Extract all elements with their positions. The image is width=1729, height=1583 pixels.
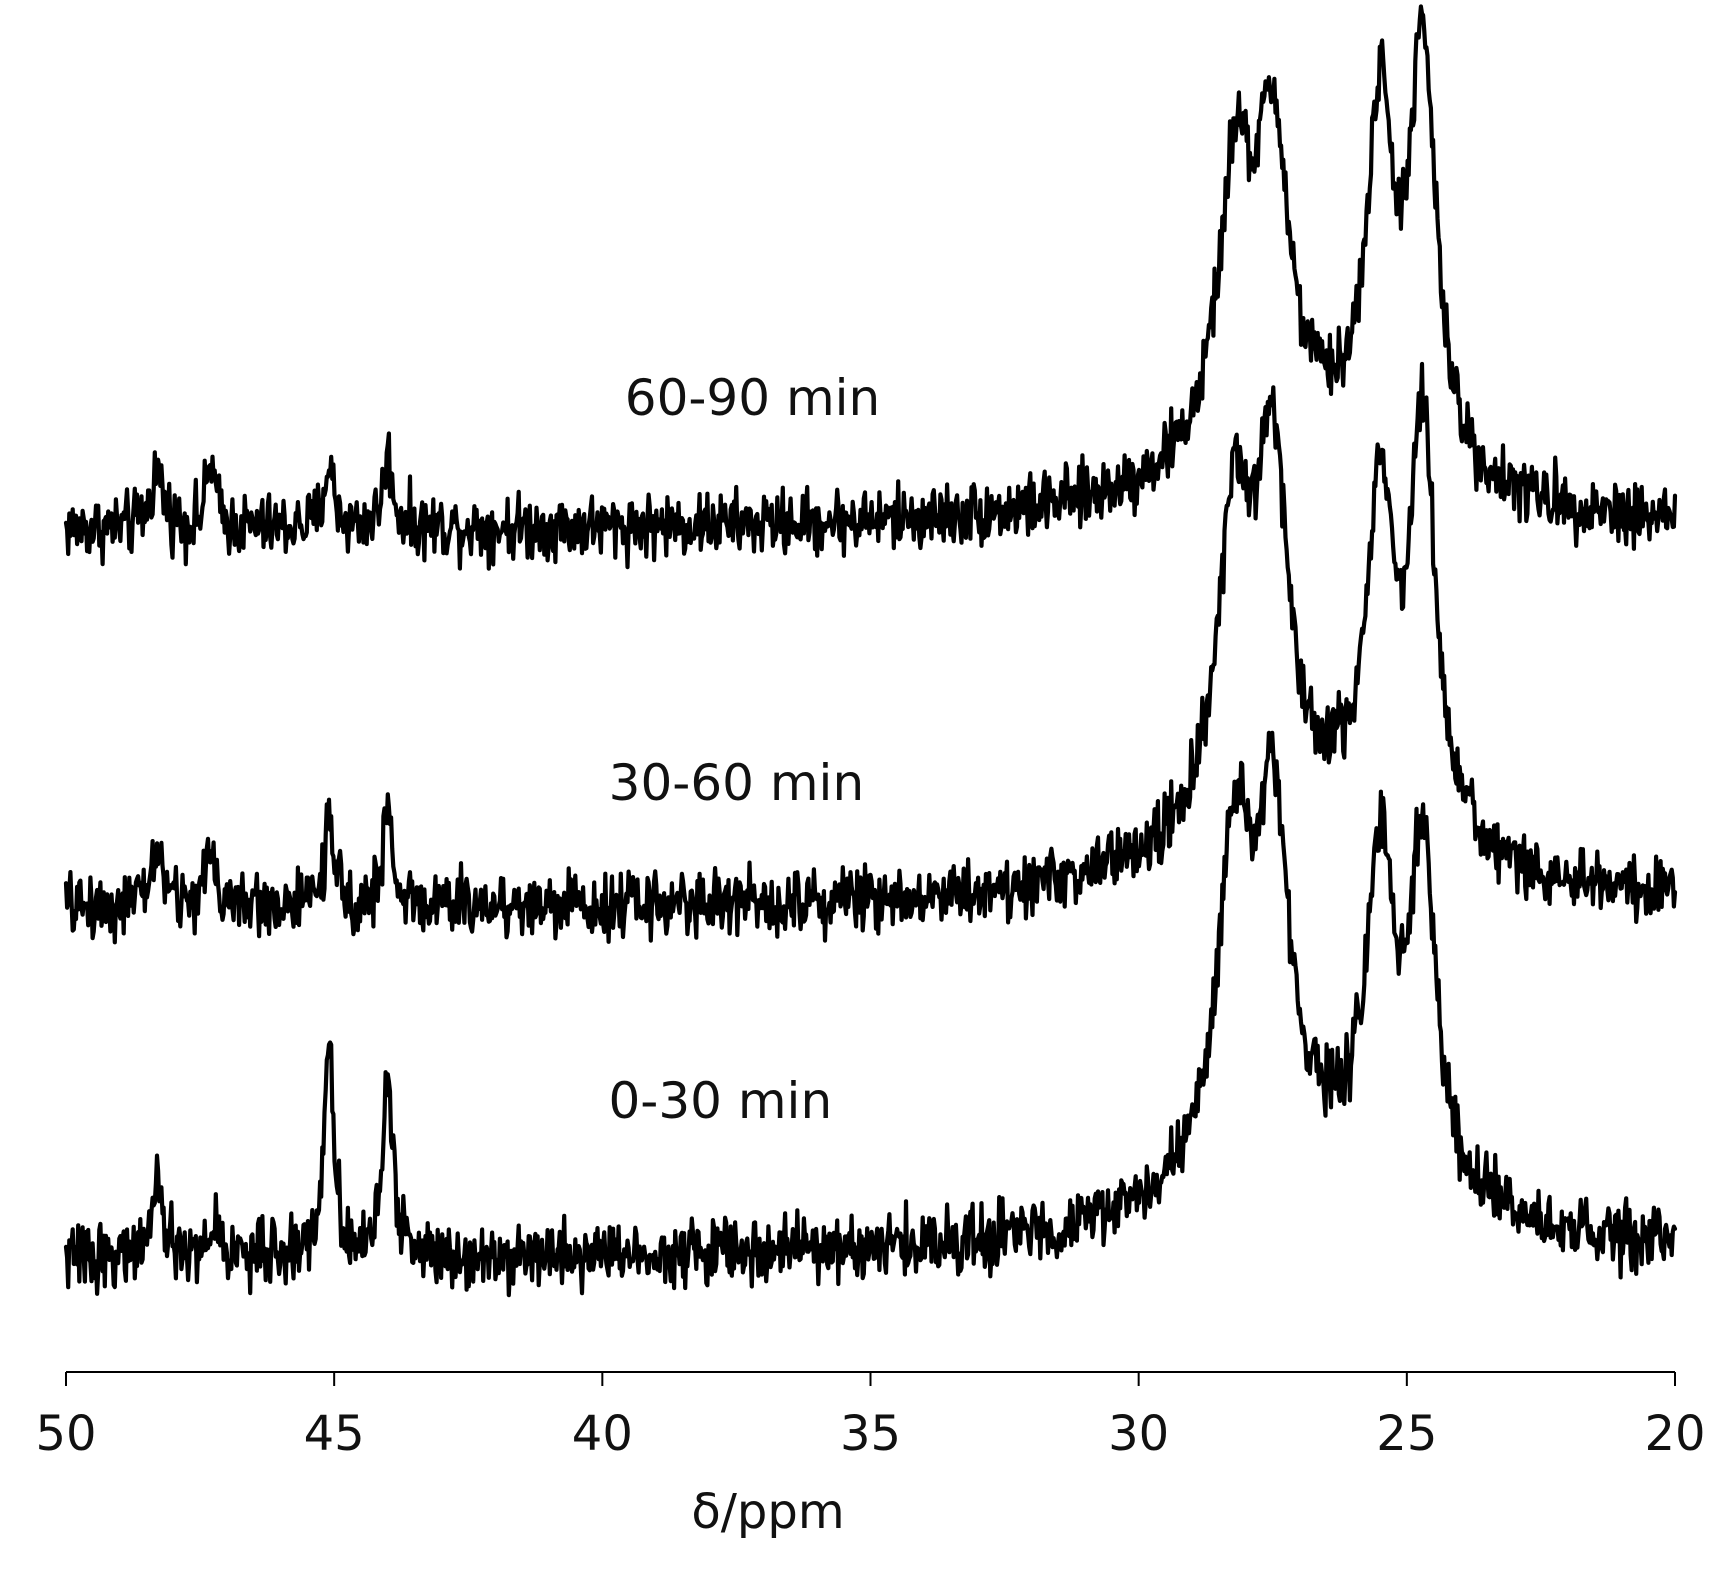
series-labels: 60-90 min 30-60 min 0-30 min (608, 369, 880, 1130)
x-tick-label: 35 (840, 1406, 901, 1462)
x-tick-label: 20 (1644, 1406, 1705, 1462)
x-tick-label: 30 (1108, 1406, 1169, 1462)
x-axis-title: δ/ppm (691, 1484, 844, 1540)
spectrum-trace-30-60-min (63, 361, 1678, 945)
spectra-traces (63, 4, 1678, 1298)
x-tick-label: 40 (572, 1406, 633, 1462)
x-tick-label: 25 (1376, 1406, 1437, 1462)
x-axis: 50 45 40 35 30 25 20 δ/ppm (35, 1371, 1706, 1540)
x-axis-ticks: 50 45 40 35 30 25 20 (35, 1372, 1706, 1462)
x-tick-label: 45 (304, 1406, 365, 1462)
spectrum-trace-60-90-min (63, 4, 1678, 571)
series-label: 0-30 min (608, 1072, 832, 1130)
spectrum-trace-0-30-min (63, 730, 1678, 1298)
series-label: 60-90 min (625, 369, 880, 427)
series-label: 30-60 min (609, 754, 864, 812)
x-tick-label: 50 (35, 1406, 96, 1462)
